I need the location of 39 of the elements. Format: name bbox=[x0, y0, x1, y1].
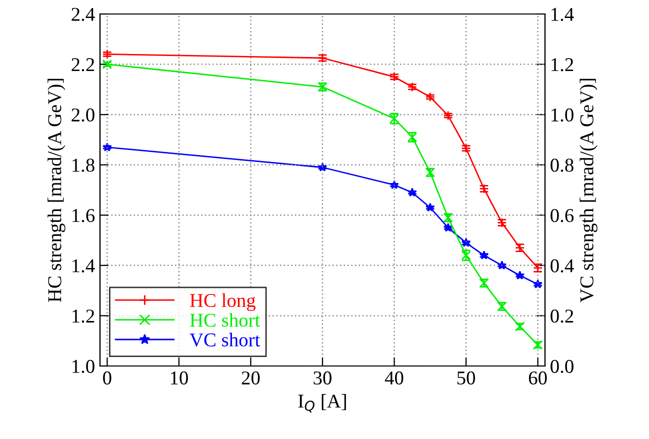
x-tick-label: 50 bbox=[457, 371, 476, 385]
x-tick-label: 30 bbox=[314, 371, 332, 385]
y-tick-label: 1.2 bbox=[72, 310, 94, 323]
y-tick-label: 1.8 bbox=[72, 158, 94, 172]
point bbox=[390, 180, 399, 190]
y-axis-title: HC strength [mrad/(A GeV)] bbox=[48, 78, 66, 302]
y2-tick-label: 0.2 bbox=[550, 310, 574, 323]
legend-label: VC short bbox=[190, 332, 260, 347]
x-tick-label: 40 bbox=[384, 371, 404, 385]
x-tick-label: 20 bbox=[242, 371, 260, 385]
point bbox=[102, 49, 112, 60]
point bbox=[515, 270, 525, 280]
point bbox=[426, 202, 435, 212]
point bbox=[408, 188, 417, 197]
x-axis-title: I$_{Q}$ [A] bbox=[298, 394, 346, 412]
point bbox=[479, 250, 489, 260]
y2-tick-label: 1.0 bbox=[552, 108, 574, 122]
y-tick-label: 1.4 bbox=[72, 259, 95, 272]
y2-axis-title: VC strength [mrad/(A GeV)] bbox=[580, 78, 598, 302]
y2-tick-label: 1.4 bbox=[552, 8, 574, 22]
y-tick-label: 1.0 bbox=[72, 360, 94, 374]
y2-tick-label: 0.8 bbox=[550, 158, 574, 172]
legend-label: HC long bbox=[190, 293, 256, 312]
y-tick-label: 2.0 bbox=[72, 108, 94, 122]
point bbox=[318, 162, 328, 172]
legend-label: HC short bbox=[190, 313, 260, 327]
y-tick-label: 1.6 bbox=[72, 209, 95, 222]
y2-tick-label: 0.0 bbox=[550, 360, 574, 374]
point bbox=[102, 59, 112, 70]
point bbox=[497, 260, 507, 270]
point bbox=[461, 238, 471, 247]
y-tick-label: 2.4 bbox=[72, 8, 95, 22]
y-tick-label: 2.2 bbox=[72, 58, 94, 72]
x-tick-label: 60 bbox=[528, 371, 547, 385]
y2-tick-label: 1.2 bbox=[552, 58, 574, 72]
y2-tick-label: 0.4 bbox=[550, 259, 574, 272]
y2-tick-label: 0.6 bbox=[550, 208, 574, 222]
x-tick-label: 10 bbox=[170, 371, 188, 385]
x-tick-label: 0 bbox=[103, 371, 112, 385]
